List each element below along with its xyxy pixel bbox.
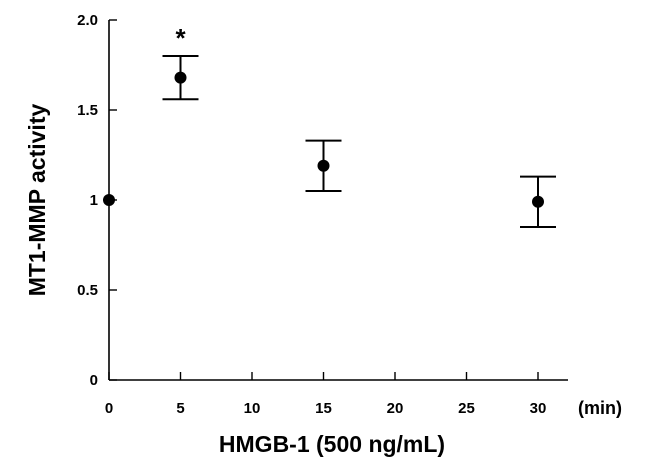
x-axis-title: HMGB-1 (500 ng/mL) (219, 431, 445, 457)
data-point (532, 195, 544, 208)
x-tick-label: 25 (458, 400, 475, 417)
y-tick-label: 1 (90, 192, 98, 209)
x-tick-label: 10 (244, 400, 261, 417)
y-axis-title: MT1-MMP activity (24, 104, 50, 297)
x-tick-label: 15 (315, 400, 332, 417)
x-tick-label: 5 (176, 400, 184, 417)
tick-labels: 0 0.5 1 1.5 2.0 0 5 10 15 20 25 30 (77, 12, 546, 417)
annotations: * (175, 23, 186, 53)
significance-marker: * (175, 23, 186, 53)
data-point (174, 71, 187, 84)
tick-marks (108, 19, 539, 381)
x-tick-label: 30 (530, 400, 547, 417)
y-tick-label: 1.5 (77, 102, 98, 119)
data-point (317, 159, 330, 172)
y-tick-label: 0.5 (77, 282, 98, 299)
y-tick-label: 0 (90, 372, 98, 389)
data-point (103, 194, 115, 206)
y-tick-label: 2.0 (77, 12, 98, 29)
x-tick-label: 0 (105, 400, 113, 417)
data-points (103, 71, 544, 208)
error-bars (162, 55, 556, 228)
x-unit-label: (min) (578, 398, 622, 418)
x-tick-label: 20 (387, 400, 404, 417)
